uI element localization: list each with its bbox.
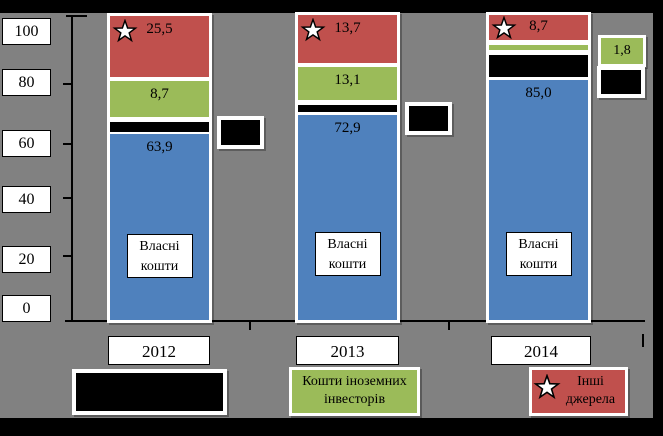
legend-other-line2: джерела (565, 392, 616, 407)
segment-foreign-2012: 8,7 (110, 81, 209, 117)
x-axis-label-2012: 2012 (108, 336, 210, 365)
other-value-2012: 25,5 (146, 21, 173, 37)
other-value-2013: 13,7 (334, 20, 361, 36)
callout-hidden-2012 (217, 116, 264, 149)
hidden-value-box (601, 70, 641, 94)
hidden-value-box (409, 106, 448, 131)
x-axis-label-2014: 2014 (491, 336, 591, 365)
segment-hidden-2012 (110, 122, 209, 132)
segment-other-2012: 25,5 (110, 16, 209, 77)
hidden-value-box (221, 120, 260, 145)
legend-foreign-line1: Кошти іноземних (302, 374, 407, 389)
own-funds-box-2012: Власні кошти (126, 234, 193, 278)
segment-foreign-2014 (489, 45, 588, 50)
y-axis-label-100: 100 (2, 18, 51, 45)
y-axis-top-tick (66, 15, 87, 17)
own-funds-box-2014: Власні кошти (505, 232, 572, 276)
segment-other-2014: 8,7 (489, 15, 588, 40)
own-value-2013: 72,9 (334, 120, 361, 136)
stacked-bar-2013: 13,7 13,1 72,9 Власні кошти (295, 12, 400, 323)
other-value-2014: 8,7 (529, 18, 548, 34)
callout-foreign-2014: 1,8 (598, 35, 646, 67)
x-axis-label-2013: 2013 (296, 336, 399, 365)
y-axis-tick-60 (63, 143, 71, 145)
own-funds-line2: кошти (328, 257, 367, 272)
y-axis-label-0: 0 (2, 295, 51, 322)
stacked-bar-2014: 8,7 85,0 Власні кошти (486, 12, 591, 323)
legend-foreign-investors: Кошти іноземних інвесторів (289, 367, 420, 416)
y-axis-tick-80 (63, 83, 71, 85)
star-icon (533, 374, 561, 400)
y-axis-label-80: 80 (2, 69, 51, 96)
own-funds-line1: Власні (139, 239, 180, 254)
segment-other-2013: 13,7 (298, 15, 397, 63)
y-axis-tick-20 (63, 255, 71, 257)
star-icon (112, 19, 138, 43)
segment-foreign-2013: 13,1 (298, 67, 397, 100)
segment-hidden-2013 (298, 105, 397, 112)
segment-own-2012: 63,9 (110, 134, 209, 320)
stacked-bar-2012: 25,5 8,7 63,9 Власні кошти (107, 13, 212, 323)
x-axis-tick-2 (448, 322, 450, 330)
legend-other-swatch: Інші джерела (532, 370, 625, 413)
segment-own-2014: 85,0 (489, 80, 588, 320)
callout-hidden-2014 (597, 66, 645, 98)
y-axis-label-20: 20 (2, 246, 51, 273)
y-axis-label-60: 60 (2, 130, 51, 157)
callout-hidden-2013 (405, 102, 452, 135)
own-value-2014: 85,0 (525, 85, 552, 101)
x-axis-tick-3 (642, 334, 644, 347)
own-funds-line1: Власні (327, 237, 368, 252)
legend-foreign-swatch: Кошти іноземних інвесторів (292, 370, 417, 413)
legend-other-line1: Інші (577, 374, 604, 389)
own-funds-line2: кошти (140, 259, 179, 274)
foreign-value-2013: 13,1 (334, 72, 361, 88)
own-funds-line2: кошти (519, 257, 558, 272)
star-icon (300, 18, 326, 42)
star-icon (491, 16, 517, 40)
segment-hidden-2014 (489, 55, 588, 77)
legend-hidden-series (72, 369, 227, 415)
y-axis-tick-40 (63, 197, 71, 199)
own-funds-line1: Власні (518, 237, 559, 252)
own-value-2012: 63,9 (146, 139, 173, 155)
y-axis-label-40: 40 (2, 186, 51, 213)
x-axis-tick-1 (249, 322, 251, 330)
legend-foreign-line2: інвесторів (323, 392, 386, 407)
legend-other-sources: Інші джерела (529, 367, 628, 416)
legend-hidden-swatch (76, 373, 223, 411)
foreign-value-2014: 1,8 (601, 38, 643, 64)
own-funds-box-2013: Власні кошти (314, 232, 381, 276)
foreign-value-2012: 8,7 (150, 86, 169, 102)
y-axis (71, 15, 73, 322)
segment-own-2013: 72,9 (298, 115, 397, 320)
